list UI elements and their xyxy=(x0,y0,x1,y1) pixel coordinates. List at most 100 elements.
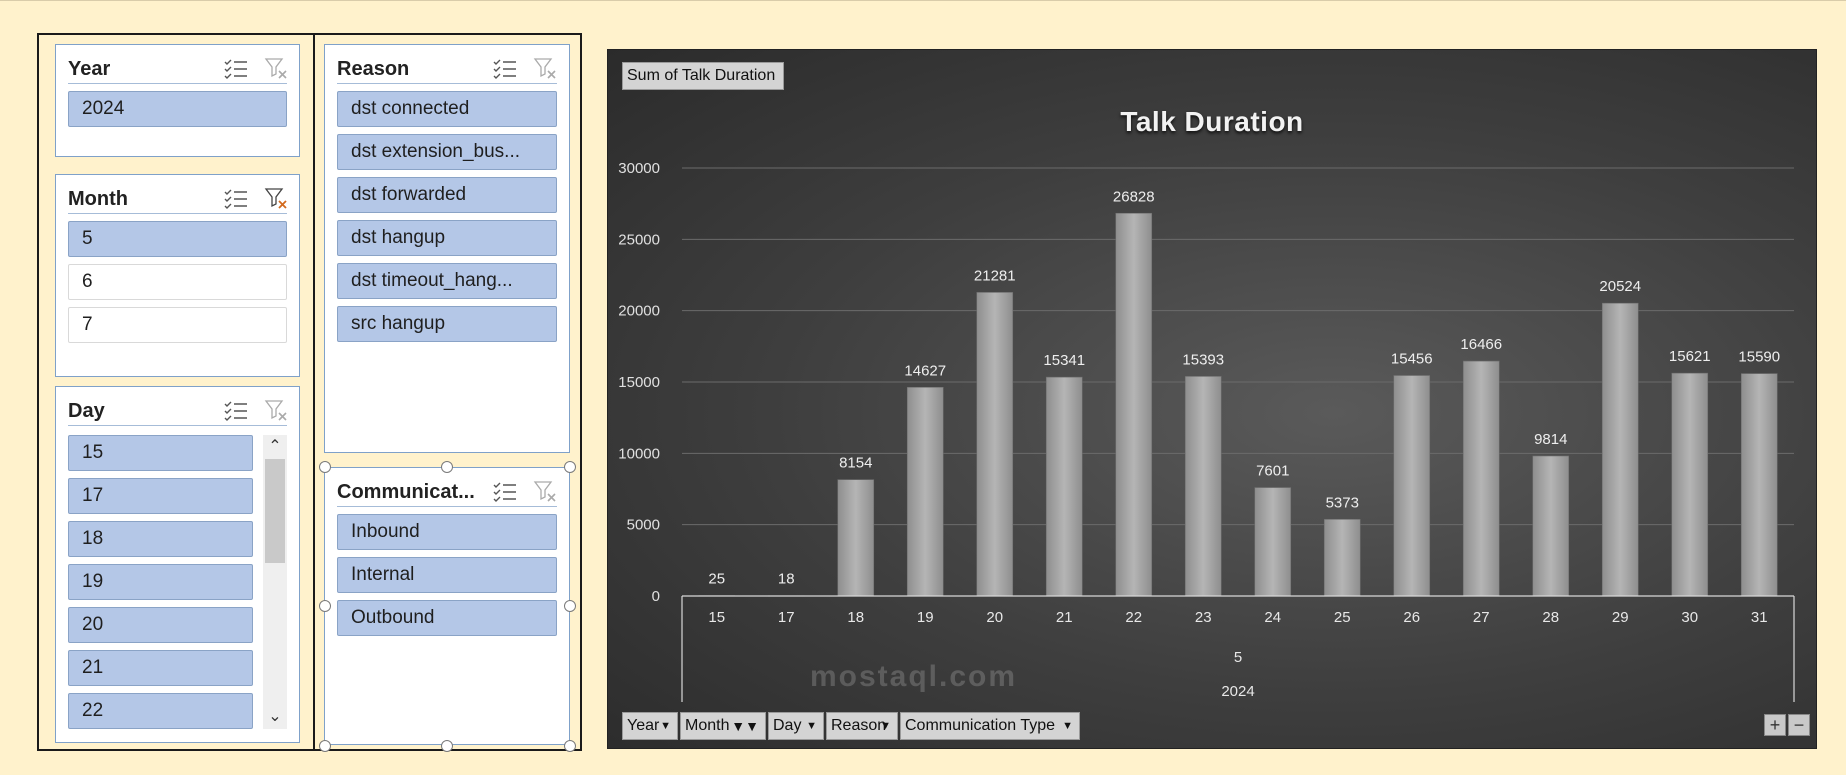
clear-filter-icon[interactable] xyxy=(264,57,290,81)
value-field-button[interactable]: Sum of Talk Duration xyxy=(622,62,784,90)
slicer-item-dst-hangup[interactable]: dst hangup xyxy=(337,220,557,256)
slicer-item-7[interactable]: 7 xyxy=(68,307,287,343)
field-button-reason[interactable]: Reason ▼ xyxy=(826,712,898,740)
slicer-item-21[interactable]: 21 xyxy=(68,650,253,686)
slicer-title: Year xyxy=(68,58,111,80)
clear-filter-icon[interactable] xyxy=(533,57,559,81)
data-label: 25 xyxy=(708,571,725,588)
data-label: 7601 xyxy=(1256,463,1289,480)
resize-handle-nw[interactable] xyxy=(319,461,331,473)
slicer-group-divider xyxy=(313,33,315,751)
bar xyxy=(1462,360,1500,597)
scroll-up-icon[interactable]: ⌃ xyxy=(268,438,282,455)
field-button-label: Month xyxy=(685,717,730,734)
slicer-item-outbound[interactable]: Outbound xyxy=(337,600,557,636)
multi-select-icon[interactable] xyxy=(223,187,249,211)
clear-filter-icon[interactable] xyxy=(533,480,559,504)
field-button-communication-type[interactable]: Communication Type ▼ xyxy=(900,712,1080,740)
bar xyxy=(906,387,944,597)
slicer-item-dst-timeout-hangup[interactable]: dst timeout_hang... xyxy=(337,263,557,299)
clear-filter-icon[interactable] xyxy=(264,399,290,423)
bar xyxy=(1045,376,1083,597)
expand-field-button[interactable]: + xyxy=(1764,714,1786,736)
slicer-item-22[interactable]: 22 xyxy=(68,693,253,729)
slicer-item-15[interactable]: 15 xyxy=(68,435,253,471)
bar xyxy=(1254,487,1292,597)
sheet-top-border xyxy=(0,0,1846,1)
month-group-label: 5 xyxy=(1234,649,1242,666)
y-tick-label: 25000 xyxy=(618,231,660,248)
scroll-thumb[interactable] xyxy=(265,459,285,563)
data-label: 16466 xyxy=(1460,336,1502,353)
x-tick-label: 17 xyxy=(778,609,795,626)
x-tick-label: 28 xyxy=(1542,609,1559,626)
slicer-item-dst-forwarded[interactable]: dst forwarded xyxy=(337,177,557,213)
y-tick-label: 30000 xyxy=(618,160,660,177)
bar xyxy=(1740,373,1778,597)
clear-filter-icon[interactable] xyxy=(264,187,290,211)
slicer-item-20[interactable]: 20 xyxy=(68,607,253,643)
x-tick-label: 19 xyxy=(917,609,934,626)
slicer-title: Month xyxy=(68,188,128,210)
bar xyxy=(976,292,1014,597)
x-tick-label: 23 xyxy=(1195,609,1212,626)
resize-handle-ne[interactable] xyxy=(564,461,576,473)
x-tick-label: 25 xyxy=(1334,609,1351,626)
resize-handle-n[interactable] xyxy=(441,461,453,473)
slicer-item-dst-connected[interactable]: dst connected xyxy=(337,91,557,127)
slicer-item-19[interactable]: 19 xyxy=(68,564,253,600)
chart-plot-area: 0 5000 10000 15000 20000 25000 30000 25 15 18 17 81… xyxy=(618,160,1795,702)
slicer-item-dst-extension-busy[interactable]: dst extension_bus... xyxy=(337,134,557,170)
multi-select-icon[interactable] xyxy=(492,480,518,504)
bar xyxy=(837,479,875,597)
field-button-month[interactable]: Month ▼▼ xyxy=(680,712,766,740)
data-label: 15621 xyxy=(1669,348,1711,365)
data-label: 15341 xyxy=(1043,352,1085,369)
field-button-day[interactable]: Day ▼ xyxy=(768,712,824,740)
slicer-header: Communicat... xyxy=(337,476,557,507)
slicer-item-5[interactable]: 5 xyxy=(68,221,287,257)
collapse-field-button[interactable]: − xyxy=(1788,714,1810,736)
dropdown-arrow-icon: ▼ xyxy=(1062,720,1073,732)
multi-select-icon[interactable] xyxy=(492,57,518,81)
slicer-group[interactable] xyxy=(37,33,582,751)
data-label: 15456 xyxy=(1391,350,1433,367)
day-scrollbar[interactable]: ⌃ ⌄ xyxy=(263,435,287,729)
slicer-item-internal[interactable]: Internal xyxy=(337,557,557,593)
slicer-item-2024[interactable]: 2024 xyxy=(68,91,287,127)
data-label: 8154 xyxy=(839,455,872,472)
bar xyxy=(1323,519,1361,597)
resize-handle-w[interactable] xyxy=(319,600,331,612)
slicer-item-18[interactable]: 18 xyxy=(68,521,253,557)
multi-select-icon[interactable] xyxy=(223,399,249,423)
resize-handle-s[interactable] xyxy=(441,740,453,752)
resize-handle-e[interactable] xyxy=(564,600,576,612)
slicer-item-6[interactable]: 6 xyxy=(68,264,287,300)
x-tick-label: 21 xyxy=(1056,609,1073,626)
x-tick-label: 26 xyxy=(1403,609,1420,626)
day-slicer[interactable]: Day 15 17 18 19 20 21 22 ⌃ ⌄ xyxy=(55,386,300,743)
data-label: 9814 xyxy=(1534,431,1567,448)
month-slicer[interactable]: Month 5 6 7 xyxy=(55,174,300,377)
resize-handle-se[interactable] xyxy=(564,740,576,752)
bar xyxy=(1393,375,1431,597)
slicer-item-inbound[interactable]: Inbound xyxy=(337,514,557,550)
year-slicer[interactable]: Year 2024 xyxy=(55,44,300,157)
multi-select-icon[interactable] xyxy=(223,57,249,81)
bar xyxy=(1184,376,1222,597)
x-tick-label: 22 xyxy=(1125,609,1142,626)
reason-slicer[interactable]: Reason dst connected dst extension_bus..… xyxy=(324,44,570,453)
dropdown-arrow-icon: ▼ xyxy=(880,720,891,732)
talk-duration-chart[interactable]: Sum of Talk Duration Talk Duration 0 5000… xyxy=(607,49,1817,749)
slicer-item-src-hangup[interactable]: src hangup xyxy=(337,306,557,342)
resize-handle-sw[interactable] xyxy=(319,740,331,752)
data-label: 15393 xyxy=(1182,351,1224,368)
data-label: 21281 xyxy=(974,267,1016,284)
field-button-year[interactable]: Year ▼ xyxy=(622,712,678,740)
slicer-item-17[interactable]: 17 xyxy=(68,478,253,514)
communication-type-slicer[interactable]: Communicat... Inbound Internal Outbound xyxy=(324,467,570,745)
scroll-down-icon[interactable]: ⌄ xyxy=(268,708,282,725)
x-tick-label: 30 xyxy=(1681,609,1698,626)
slicer-header: Month xyxy=(68,183,287,214)
y-tick-label: 0 xyxy=(652,588,660,605)
